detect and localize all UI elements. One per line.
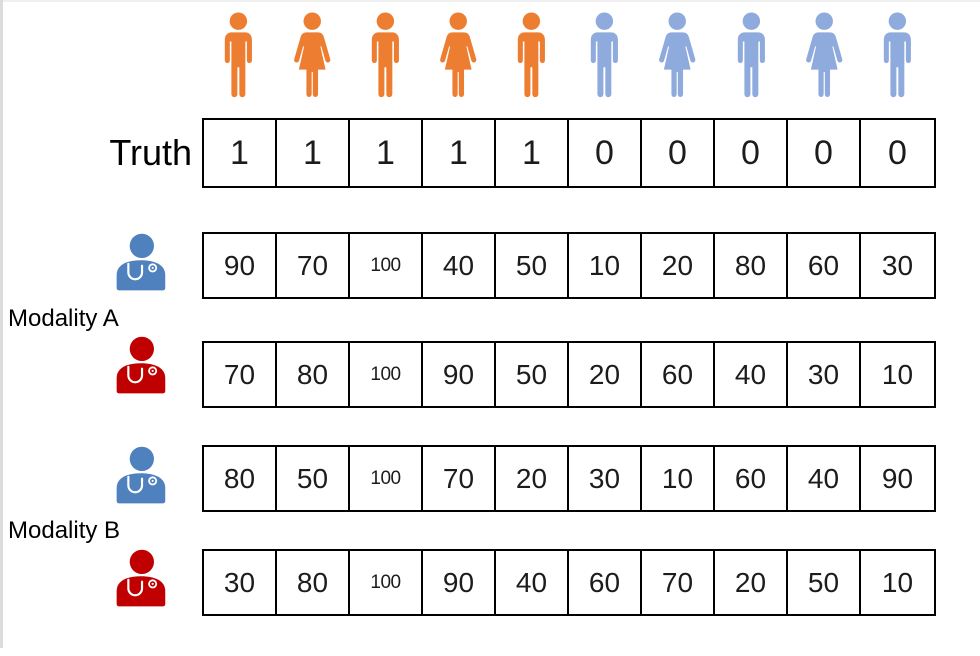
- modality-a-reader1-row: 90 70 100 40 50 10 20 80 60 30: [202, 232, 936, 299]
- patient-slot: [202, 8, 275, 104]
- patient-slot: [788, 8, 861, 104]
- score-cell: 10: [642, 447, 715, 510]
- truth-cell: 0: [715, 120, 788, 186]
- truth-cell: 1: [350, 120, 423, 186]
- score-cell: 80: [277, 343, 350, 406]
- score-cell: 30: [788, 343, 861, 406]
- score-cell: 20: [715, 551, 788, 614]
- truth-row: 1 1 1 1 1 0 0 0 0 0: [202, 118, 936, 188]
- score-cell: 100: [350, 234, 423, 297]
- score-cell: 100: [350, 551, 423, 614]
- truth-label: Truth: [109, 132, 192, 173]
- patient-slot: [495, 8, 568, 104]
- female-patient-healthy-icon: [805, 12, 843, 97]
- modality-b-label: Modality B: [8, 517, 121, 544]
- female-patient-diseased-icon: [293, 12, 330, 97]
- score-cell: 60: [642, 343, 715, 406]
- score-cell: 10: [569, 234, 642, 297]
- score-cell: 60: [569, 551, 642, 614]
- male-patient-diseased-icon: [371, 12, 399, 98]
- patient-slot: [275, 8, 348, 104]
- score-cell: 20: [496, 447, 569, 510]
- female-patient-healthy-icon: [659, 12, 696, 97]
- score-cell: 40: [715, 343, 788, 406]
- score-cell: 30: [204, 551, 277, 614]
- male-patient-healthy-icon: [883, 12, 911, 98]
- score-cell: 20: [642, 234, 715, 297]
- score-cell: 50: [496, 234, 569, 297]
- doctor-reader1-modality-b-icon: [115, 445, 167, 505]
- score-cell: 90: [204, 234, 277, 297]
- patient-slot: [568, 8, 641, 104]
- truth-cell: 0: [642, 120, 715, 186]
- doctor-reader2-modality-b-icon: [115, 548, 167, 608]
- patient-slot: [348, 8, 421, 104]
- score-cell: 40: [423, 234, 496, 297]
- score-cell: 70: [277, 234, 350, 297]
- score-cell: 40: [788, 447, 861, 510]
- score-cell: 50: [496, 343, 569, 406]
- score-cell: 60: [788, 234, 861, 297]
- modality-b-reader1-row: 80 50 100 70 20 30 10 60 40 90: [202, 445, 936, 512]
- score-cell: 30: [569, 447, 642, 510]
- score-cell: 10: [881, 566, 914, 598]
- score-cell: 90: [423, 343, 496, 406]
- truth-cell: 1: [204, 120, 277, 186]
- truth-cell: 0: [788, 120, 861, 186]
- male-patient-healthy-icon: [590, 12, 619, 98]
- top-edge-divider: [0, 0, 980, 2]
- score-cell: 70: [423, 447, 496, 510]
- score-cell: 30: [881, 249, 914, 281]
- left-edge-divider: [0, 0, 3, 648]
- score-cell: 50: [277, 447, 350, 510]
- score-cell: 80: [204, 447, 277, 510]
- score-cell: 100: [350, 447, 423, 510]
- patient-slot: [714, 8, 787, 104]
- score-cell: 60: [715, 447, 788, 510]
- score-cell: 10: [881, 358, 914, 390]
- modality-a-label: Modality A: [8, 305, 119, 332]
- male-patient-healthy-icon: [737, 12, 765, 98]
- doctor-reader1-modality-a-icon: [115, 232, 167, 292]
- truth-cell: 0: [569, 120, 642, 186]
- score-cell: 90: [881, 462, 914, 494]
- truth-cell: 1: [423, 120, 496, 186]
- truth-cell: 1: [496, 120, 569, 186]
- score-cell: 90: [423, 551, 496, 614]
- score-cell: 20: [569, 343, 642, 406]
- modality-b-reader2-row: 30 80 100 90 40 60 70 20 50 10: [202, 549, 936, 616]
- male-patient-diseased-icon: [225, 12, 253, 98]
- score-cell: 70: [642, 551, 715, 614]
- patient-slot: [422, 8, 495, 104]
- score-cell: 50: [788, 551, 861, 614]
- score-cell: 40: [496, 551, 569, 614]
- score-cell: 80: [277, 551, 350, 614]
- male-patient-diseased-icon: [517, 12, 545, 98]
- truth-cell: 1: [277, 120, 350, 186]
- score-cell: 100: [350, 343, 423, 406]
- truth-cell: 0: [888, 133, 907, 172]
- patients-row: [202, 8, 934, 104]
- modality-a-reader2-row: 70 80 100 90 50 20 60 40 30 10: [202, 341, 936, 408]
- doctor-reader2-modality-a-icon: [115, 335, 167, 395]
- score-cell: 70: [204, 343, 277, 406]
- patient-slot: [641, 8, 714, 104]
- patient-slot: [861, 8, 934, 104]
- female-patient-diseased-icon: [440, 12, 477, 97]
- score-cell: 80: [715, 234, 788, 297]
